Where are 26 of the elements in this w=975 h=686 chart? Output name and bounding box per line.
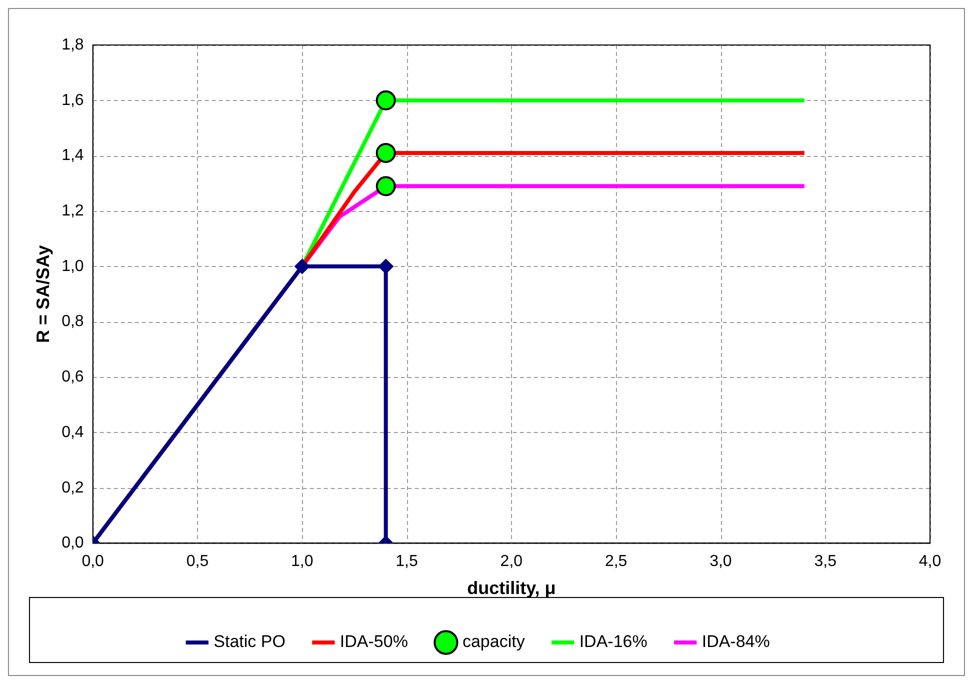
x-tick-label: 2,0 xyxy=(500,553,523,570)
legend-label: Static PO xyxy=(214,632,286,652)
x-tick-label: 1,5 xyxy=(396,553,418,570)
y-tick-label: 0,8 xyxy=(62,313,84,330)
y-tick-label: 1,8 xyxy=(62,36,84,54)
x-tick-label: 1,0 xyxy=(291,553,314,570)
x-axis-title: ductility, μ xyxy=(467,578,556,598)
legend-label: capacity xyxy=(462,632,526,652)
y-axis-title: R = SA/SAy xyxy=(32,245,53,344)
legend-label: IDA-50% xyxy=(340,632,408,652)
legend-label: IDA-16% xyxy=(579,632,648,652)
y-tick-label: 1,6 xyxy=(62,92,84,109)
y-tick-label: 0,0 xyxy=(62,534,84,552)
x-tick-label: 0,0 xyxy=(82,553,104,570)
x-tick-label: 2,5 xyxy=(604,553,628,570)
y-tick-label: 0,6 xyxy=(62,368,84,386)
y-tick-label: 0,4 xyxy=(62,424,84,441)
x-tick-label: 0,5 xyxy=(186,553,209,570)
y-tick-label: 1,0 xyxy=(62,258,84,275)
y-tick-label: 1,2 xyxy=(62,202,84,220)
legend-label: IDA-84% xyxy=(702,632,770,652)
y-tick-label: 0,2 xyxy=(62,479,84,496)
x-tick-label: 3,0 xyxy=(710,553,732,570)
x-tick-label: 3,5 xyxy=(814,553,837,570)
x-tick-label: 4,0 xyxy=(918,553,942,570)
y-tick-label: 1,4 xyxy=(62,147,84,164)
